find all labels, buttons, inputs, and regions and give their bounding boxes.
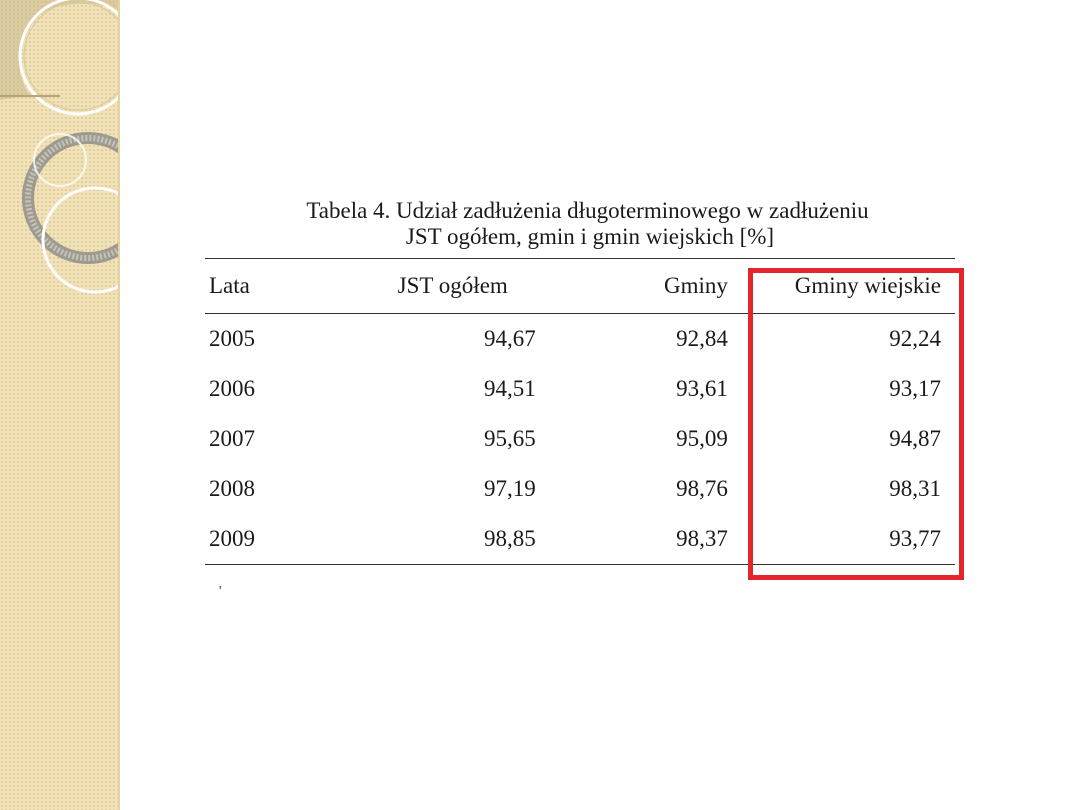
table-row: 2009 98,85 98,37 93,77 — [205, 514, 955, 565]
table-row: 2006 94,51 93,61 93,17 — [205, 364, 955, 414]
table-block: Tabela 4. Udział zadłużenia długotermino… — [205, 198, 980, 565]
table-row: 2008 97,19 98,76 98,31 — [205, 464, 955, 514]
header-jst-ogolem: JST ogółem — [397, 273, 508, 298]
cell-gminy: 98,37 — [676, 526, 728, 551]
cell-jst-ogolem: 98,85 — [483, 526, 536, 551]
cell-gminy-wiejskie: 93,17 — [889, 376, 941, 401]
header-gminy-wiejskie: Gminy wiejskie — [794, 273, 941, 298]
cell-gminy: 92,84 — [676, 326, 728, 351]
header-gminy: Gminy — [663, 273, 728, 298]
table-row: 2005 94,67 92,84 92,24 — [205, 314, 955, 365]
cell-gminy-wiejskie: 92,24 — [889, 326, 941, 351]
cell-jst-ogolem: 94,67 — [483, 326, 536, 351]
cell-gminy: 95,09 — [676, 426, 728, 451]
cell-year: 2005 — [209, 326, 255, 351]
table-row: 2007 95,65 95,09 94,87 — [205, 414, 955, 464]
caption-line-2: JST ogółem, gmin i gmin wiejskich [%] — [405, 224, 775, 249]
cell-jst-ogolem: 94,51 — [483, 376, 536, 401]
footnote-mark: ' — [219, 584, 222, 599]
header-lata: Lata — [209, 273, 250, 298]
cell-year: 2009 — [209, 526, 255, 551]
cell-gminy: 98,76 — [676, 476, 728, 501]
cell-gminy-wiejskie: 94,87 — [889, 426, 941, 451]
table-header-row: Lata JST ogółem Gminy Gminy wiejskie — [205, 258, 955, 314]
cell-jst-ogolem: 97,19 — [483, 476, 536, 501]
caption-line-1: Tabela 4. Udział zadłużenia długotermino… — [306, 198, 869, 223]
debt-share-table: Lata JST ogółem Gminy Gminy wiejskie 200… — [205, 258, 955, 565]
cell-gminy: 93,61 — [676, 376, 728, 401]
cell-year: 2006 — [209, 376, 255, 401]
cell-year: 2007 — [209, 426, 255, 451]
highlight-box-gminy-wiejskie — [748, 268, 964, 580]
cell-year: 2008 — [209, 476, 255, 501]
cell-gminy-wiejskie: 93,77 — [889, 526, 941, 551]
cell-jst-ogolem: 95,65 — [483, 426, 536, 451]
table-caption: Tabela 4. Udział zadłużenia długotermino… — [205, 198, 965, 250]
cell-gminy-wiejskie: 98,31 — [889, 476, 941, 501]
decorative-sidebar — [0, 0, 120, 810]
decorative-circles-graphic — [0, 0, 118, 294]
